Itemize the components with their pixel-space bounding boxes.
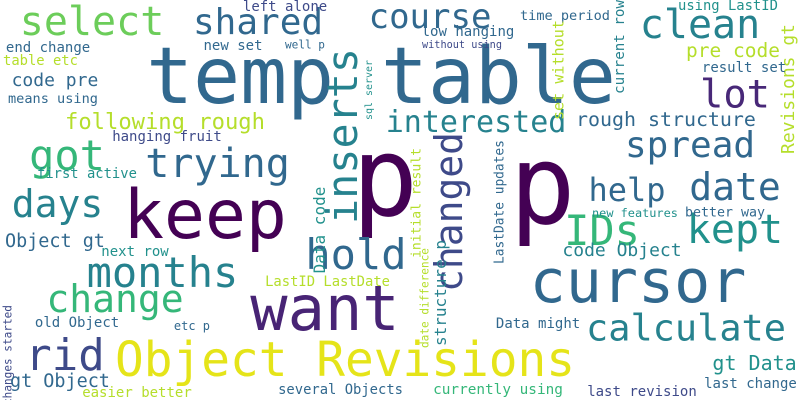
word-select: select	[19, 0, 165, 45]
word-keep: keep	[123, 176, 287, 255]
word-course: course	[368, 0, 492, 37]
word-data-might: Data might	[495, 316, 581, 332]
word-code-pre: code pre	[11, 70, 99, 91]
word-object-gt: Object gt	[5, 230, 105, 252]
word-changes-started: changes started	[1, 305, 15, 400]
word-pre-code: pre code	[686, 39, 780, 63]
word-shared: shared	[193, 2, 324, 43]
word-using-lastid: using LastID	[678, 0, 778, 15]
word-time-period: time period	[520, 8, 610, 25]
word-rough-structure: rough structure	[576, 108, 756, 131]
word-date: date	[689, 165, 781, 209]
word-lastdate-updates: LastDate updates	[492, 140, 508, 264]
word-better-way: better way	[685, 205, 765, 221]
word-help: help	[588, 171, 666, 209]
word-change: change	[46, 277, 184, 321]
word-kept: kept	[686, 207, 784, 253]
word-initial-result: initial result	[409, 148, 425, 259]
word-gt-object: gt Object	[10, 370, 110, 392]
word-cursor: cursor	[529, 247, 747, 317]
word-want: want	[250, 272, 400, 345]
word-new-set: new set	[203, 38, 263, 54]
word-current-row: current row	[611, 0, 628, 94]
word-got: got	[29, 131, 105, 180]
word-days: days	[11, 182, 104, 226]
word-following-rough: following rough	[65, 108, 265, 135]
word-several-objects: several Objects	[278, 382, 403, 399]
word-rid: rid	[25, 330, 105, 381]
word-lot: lot	[700, 72, 770, 118]
word-end-change: end change	[5, 40, 91, 56]
word-new-features: new features	[592, 206, 678, 220]
word-object-revisions: Object Revisions	[115, 333, 575, 389]
word-hanging-fruit: hanging fruit	[112, 129, 222, 145]
word-spread: spread	[625, 125, 756, 166]
word-structure-p: structure p	[430, 240, 450, 346]
word-lastid-lastdate: LastID LastDate	[265, 274, 390, 291]
word-sql-server: sql server	[363, 60, 375, 120]
word-gt-data: gt Data	[712, 351, 797, 375]
word-well-p: well p	[285, 38, 325, 52]
word-result-set: result set	[701, 60, 787, 76]
word-without-using: without using	[422, 39, 502, 51]
word-ids: IDs	[564, 206, 640, 255]
word-hold: hold	[305, 230, 407, 279]
word-revisions-gt: Revisions gt	[777, 24, 799, 154]
word-p-left: p	[351, 113, 419, 241]
word-code-object: code Object	[562, 240, 682, 261]
word-old-object: old Object	[34, 315, 120, 331]
word-means-using: means using	[8, 91, 98, 108]
word-next-row: next row	[101, 244, 169, 260]
word-first-active: first active	[37, 166, 137, 183]
word-low-hanging: low hanging	[421, 24, 515, 40]
word-p-right: p	[509, 121, 576, 249]
word-etc-p: etc p	[173, 319, 211, 333]
word-last-change: last change	[704, 376, 797, 392]
word-date-difference: date difference	[418, 248, 432, 348]
word-temp-table: temp table	[146, 32, 616, 122]
word-left-alone: left alone	[242, 0, 328, 15]
word-data-code: Data code	[309, 186, 329, 274]
word-trying: trying	[145, 141, 290, 187]
word-easier-better: easier better	[82, 385, 192, 400]
word-last-revision: last revision	[587, 384, 697, 400]
word-set-without: set without	[549, 20, 568, 121]
word-currently-using: currently using	[433, 381, 563, 398]
word-calculate: calculate	[586, 306, 786, 350]
word-table-etc: table etc	[3, 53, 78, 70]
word-interested: interested	[385, 105, 567, 140]
word-months: months	[86, 248, 239, 297]
word-clean: clean	[639, 2, 761, 48]
